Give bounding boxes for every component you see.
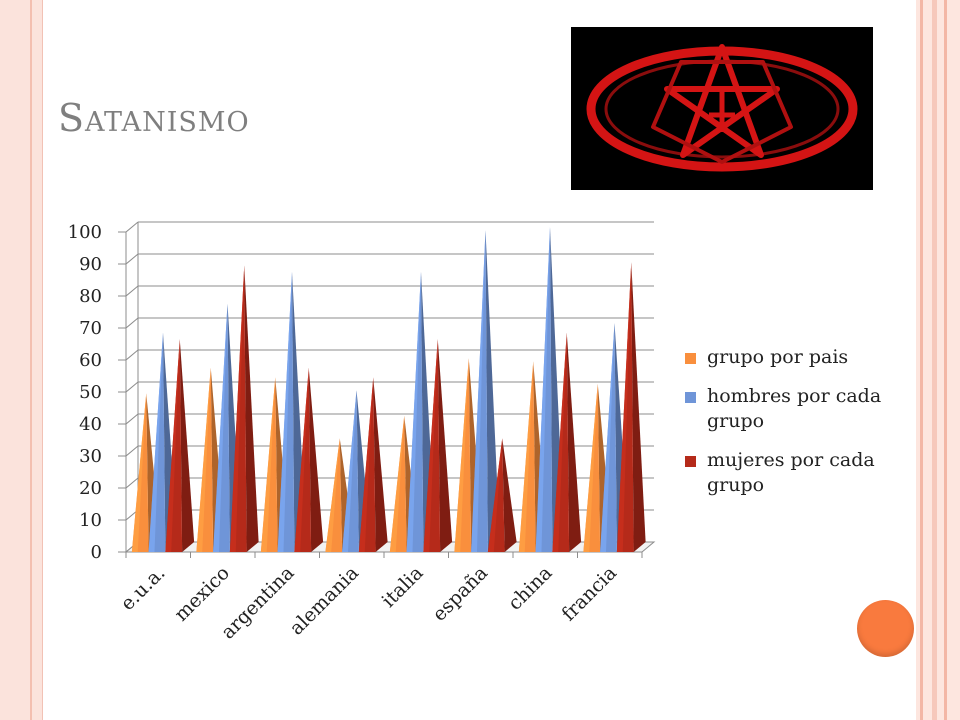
legend-item-mujeres: mujeres por cada grupo	[685, 448, 925, 498]
legend-label: hombres por cada grupo	[707, 385, 882, 432]
bar-highlight	[148, 332, 163, 552]
bar-highlight	[196, 367, 211, 552]
y-tick-label: 10	[79, 510, 102, 531]
bar-side	[437, 339, 453, 552]
bar-highlight	[294, 367, 309, 552]
bar-highlight	[471, 230, 486, 552]
right-decorative-border	[916, 0, 960, 720]
y-tick-label: 80	[79, 286, 102, 307]
y-tick-label: 100	[68, 222, 102, 243]
chart-bars	[131, 227, 646, 552]
bar-side	[244, 265, 259, 552]
y-tick-label: 40	[79, 414, 102, 435]
x-tick-label: china	[504, 562, 557, 615]
bar	[552, 332, 582, 552]
orange-circle-decoration	[857, 600, 914, 657]
bar-highlight	[260, 377, 276, 552]
bar-side	[502, 438, 517, 552]
gridline-depth	[125, 381, 139, 393]
x-tick-label: españa	[428, 562, 492, 626]
x-tick-label: alemania	[285, 562, 363, 640]
y-tick-label: 30	[79, 446, 102, 467]
gridline-depth	[125, 317, 139, 329]
bar-highlight	[229, 265, 245, 552]
x-tick-label: francia	[558, 562, 621, 625]
y-tick-label: 50	[79, 382, 102, 403]
bar-highlight	[454, 358, 469, 552]
bar-highlight	[600, 323, 615, 552]
chart-legend: grupo por pais hombres por cada grupo mu…	[685, 345, 925, 512]
y-tick-label: 60	[79, 350, 102, 371]
bar-highlight	[406, 271, 421, 552]
x-tick-label: e.u.a.	[117, 562, 170, 615]
bar-side	[179, 339, 195, 552]
bar-highlight	[552, 332, 567, 552]
bar-highlight	[165, 339, 180, 552]
bar-side	[566, 332, 582, 552]
bar-highlight	[535, 227, 550, 552]
y-tick-label: 20	[79, 478, 102, 499]
bar-highlight	[487, 438, 503, 552]
gridline-depth	[125, 349, 139, 361]
bar	[423, 339, 453, 552]
legend-item-hombres: hombres por cada grupo	[685, 384, 925, 434]
pentagram-image	[571, 27, 873, 190]
slide-title: Satanismo	[58, 96, 250, 140]
bar-highlight	[277, 271, 292, 552]
y-tick-label: 0	[91, 542, 102, 563]
bar-highlight	[423, 339, 438, 552]
bar	[616, 262, 646, 552]
bar-highlight	[342, 390, 357, 552]
gridline-depth	[125, 445, 139, 457]
gridline-depth	[125, 477, 139, 489]
bar-side	[631, 262, 646, 552]
gridline-depth	[125, 413, 139, 425]
y-tick-label: 90	[79, 254, 102, 275]
gridline-depth	[125, 253, 139, 265]
bar-highlight	[325, 438, 340, 552]
gridline-depth	[125, 221, 139, 233]
bar-highlight	[213, 303, 228, 552]
y-tick-label: 70	[79, 318, 102, 339]
x-tick-label: mexico	[170, 562, 234, 626]
bar-side	[373, 377, 388, 552]
bar-highlight	[583, 383, 598, 552]
bar	[229, 265, 259, 552]
bar-highlight	[389, 415, 405, 552]
legend-swatch	[685, 456, 696, 467]
bar-highlight	[131, 393, 147, 552]
bar-side	[485, 230, 500, 552]
bar-highlight	[616, 262, 632, 552]
bar-highlight	[358, 377, 374, 552]
left-decorative-border	[0, 0, 43, 720]
bar	[358, 377, 388, 552]
legend-label: mujeres por cada grupo	[707, 449, 875, 496]
bar	[471, 230, 500, 552]
bar-highlight	[518, 361, 534, 552]
legend-swatch	[685, 392, 696, 403]
legend-item-grupo: grupo por pais	[685, 345, 925, 370]
gridline-depth	[125, 285, 139, 297]
bar-side	[308, 367, 324, 552]
bar	[165, 339, 195, 552]
x-tick-label: italia	[378, 562, 428, 612]
legend-swatch	[685, 353, 696, 364]
legend-label: grupo por pais	[707, 346, 849, 368]
bar	[487, 438, 517, 552]
bar	[294, 367, 324, 552]
